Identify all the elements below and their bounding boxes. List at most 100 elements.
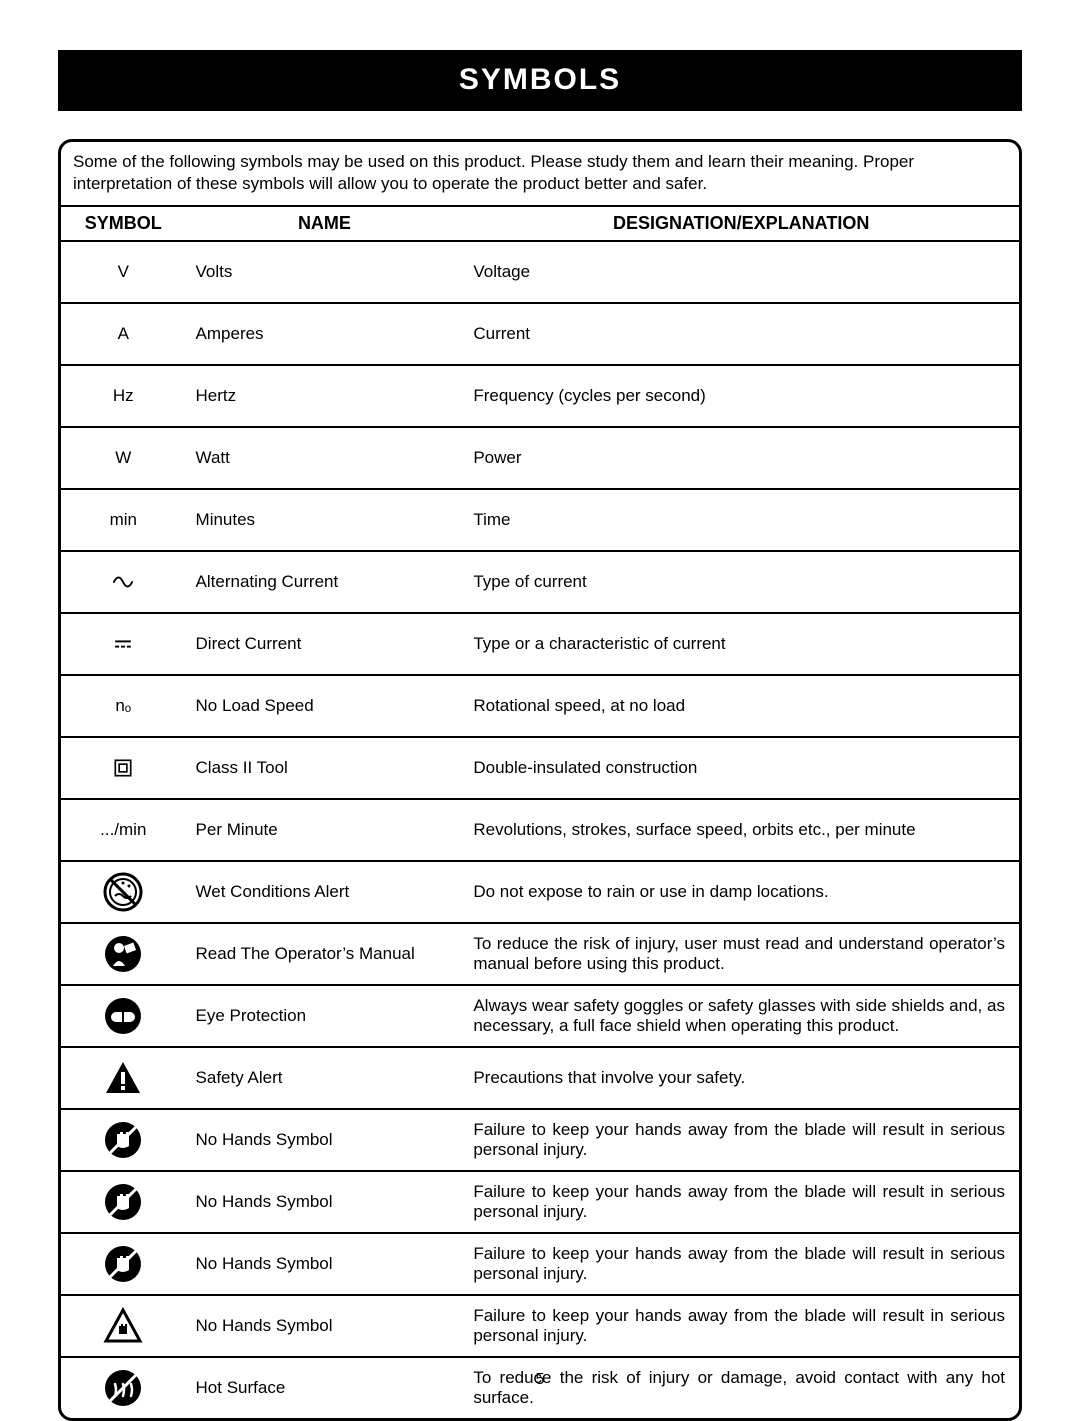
table-row: Read The Operator’s ManualTo reduce the …: [61, 923, 1019, 985]
table-row: Class II ToolDouble-insulated constructi…: [61, 737, 1019, 799]
symbol-cell: .../min: [61, 799, 186, 861]
explanation-cell: Do not expose to rain or use in damp loc…: [463, 861, 1019, 923]
no-load-icon: nₒ: [103, 686, 143, 726]
symbols-box: Some of the following symbols may be use…: [58, 139, 1022, 1421]
symbol-cell: [61, 1233, 186, 1295]
table-row: Alternating CurrentType of current: [61, 551, 1019, 613]
symbol-cell: [61, 985, 186, 1047]
name-cell: Safety Alert: [186, 1047, 464, 1109]
text-Hz-icon: Hz: [103, 376, 143, 416]
name-cell: No Hands Symbol: [186, 1295, 464, 1357]
name-cell: Class II Tool: [186, 737, 464, 799]
text-A-icon: A: [103, 314, 143, 354]
explanation-cell: Voltage: [463, 241, 1019, 303]
intro-text: Some of the following symbols may be use…: [61, 142, 1019, 205]
table-row: V VoltsVoltage: [61, 241, 1019, 303]
symbol-cell: [61, 613, 186, 675]
name-cell: Read The Operator’s Manual: [186, 923, 464, 985]
name-cell: Watt: [186, 427, 464, 489]
name-cell: Eye Protection: [186, 985, 464, 1047]
table-row: Wet Conditions AlertDo not expose to rai…: [61, 861, 1019, 923]
name-cell: Alternating Current: [186, 551, 464, 613]
symbols-table: SYMBOL NAME DESIGNATION/EXPLANATION V Vol…: [61, 205, 1019, 1418]
table-row: No Hands SymbolFailure to keep your hand…: [61, 1233, 1019, 1295]
text-V-icon: V: [103, 252, 143, 292]
explanation-cell: Time: [463, 489, 1019, 551]
name-cell: Volts: [186, 241, 464, 303]
table-row: Safety AlertPrecautions that involve you…: [61, 1047, 1019, 1109]
symbol-cell: A: [61, 303, 186, 365]
col-header-name: NAME: [186, 206, 464, 241]
no-hands-3-icon: [103, 1244, 143, 1284]
class2-icon: [103, 748, 143, 788]
text-W-icon: W: [103, 438, 143, 478]
symbol-cell: [61, 1109, 186, 1171]
symbol-cell: nₒ: [61, 675, 186, 737]
name-cell: Hertz: [186, 365, 464, 427]
col-header-symbol: SYMBOL: [61, 206, 186, 241]
no-hands-1-icon: [103, 1120, 143, 1160]
name-cell: No Load Speed: [186, 675, 464, 737]
table-row: min MinutesTime: [61, 489, 1019, 551]
symbol-cell: [61, 923, 186, 985]
text-permin-icon: .../min: [103, 810, 143, 850]
explanation-cell: Revolutions, strokes, surface speed, orb…: [463, 799, 1019, 861]
table-row: W WattPower: [61, 427, 1019, 489]
symbol-cell: [61, 861, 186, 923]
table-row: .../min Per MinuteRevolutions, strokes, s…: [61, 799, 1019, 861]
symbol-cell: [61, 1295, 186, 1357]
explanation-cell: Always wear safety goggles or safety gla…: [463, 985, 1019, 1047]
table-row: nₒ No Load SpeedRotational speed, at no l…: [61, 675, 1019, 737]
table-row: No Hands SymbolFailure to keep your hand…: [61, 1109, 1019, 1171]
name-cell: No Hands Symbol: [186, 1233, 464, 1295]
name-cell: No Hands Symbol: [186, 1171, 464, 1233]
symbol-cell: min: [61, 489, 186, 551]
eye-protection-icon: [103, 996, 143, 1036]
symbol-cell: [61, 737, 186, 799]
no-hands-2-icon: [103, 1182, 143, 1222]
wet-alert-icon: [103, 872, 143, 912]
name-cell: Amperes: [186, 303, 464, 365]
explanation-cell: Double-insulated construction: [463, 737, 1019, 799]
read-manual-icon: [103, 934, 143, 974]
name-cell: Direct Current: [186, 613, 464, 675]
explanation-cell: Frequency (cycles per second): [463, 365, 1019, 427]
symbol-cell: [61, 551, 186, 613]
table-row: Eye ProtectionAlways wear safety goggles…: [61, 985, 1019, 1047]
no-hands-4-icon: [103, 1306, 143, 1346]
symbol-cell: W: [61, 427, 186, 489]
col-header-explanation: DESIGNATION/EXPLANATION: [463, 206, 1019, 241]
page-title-bar: SYMBOLS: [58, 50, 1022, 111]
symbol-cell: [61, 1047, 186, 1109]
explanation-cell: Precautions that involve your safety.: [463, 1047, 1019, 1109]
symbol-cell: Hz: [61, 365, 186, 427]
symbol-cell: [61, 1171, 186, 1233]
explanation-cell: Failure to keep your hands away from the…: [463, 1171, 1019, 1233]
safety-alert-icon: [103, 1058, 143, 1098]
explanation-cell: Type of current: [463, 551, 1019, 613]
page-number: 5: [0, 1371, 1080, 1389]
explanation-cell: Current: [463, 303, 1019, 365]
name-cell: Wet Conditions Alert: [186, 861, 464, 923]
name-cell: Minutes: [186, 489, 464, 551]
table-row: Hz HertzFrequency (cycles per second): [61, 365, 1019, 427]
symbol-cell: V: [61, 241, 186, 303]
explanation-cell: Rotational speed, at no load: [463, 675, 1019, 737]
table-row: Direct CurrentType or a characteristic o…: [61, 613, 1019, 675]
explanation-cell: Type or a characteristic of current: [463, 613, 1019, 675]
explanation-cell: To reduce the risk of injury, user must …: [463, 923, 1019, 985]
page-title: SYMBOLS: [459, 63, 621, 96]
table-header-row: SYMBOL NAME DESIGNATION/EXPLANATION: [61, 206, 1019, 241]
table-row: No Hands SymbolFailure to keep your hand…: [61, 1171, 1019, 1233]
text-min-icon: min: [103, 500, 143, 540]
name-cell: No Hands Symbol: [186, 1109, 464, 1171]
dc-line-icon: [103, 624, 143, 664]
explanation-cell: Power: [463, 427, 1019, 489]
table-row: A AmperesCurrent: [61, 303, 1019, 365]
explanation-cell: Failure to keep your hands away from the…: [463, 1109, 1019, 1171]
ac-wave-icon: [103, 562, 143, 602]
name-cell: Per Minute: [186, 799, 464, 861]
explanation-cell: Failure to keep your hands away from the…: [463, 1233, 1019, 1295]
table-row: No Hands SymbolFailure to keep your hand…: [61, 1295, 1019, 1357]
explanation-cell: Failure to keep your hands away from the…: [463, 1295, 1019, 1357]
